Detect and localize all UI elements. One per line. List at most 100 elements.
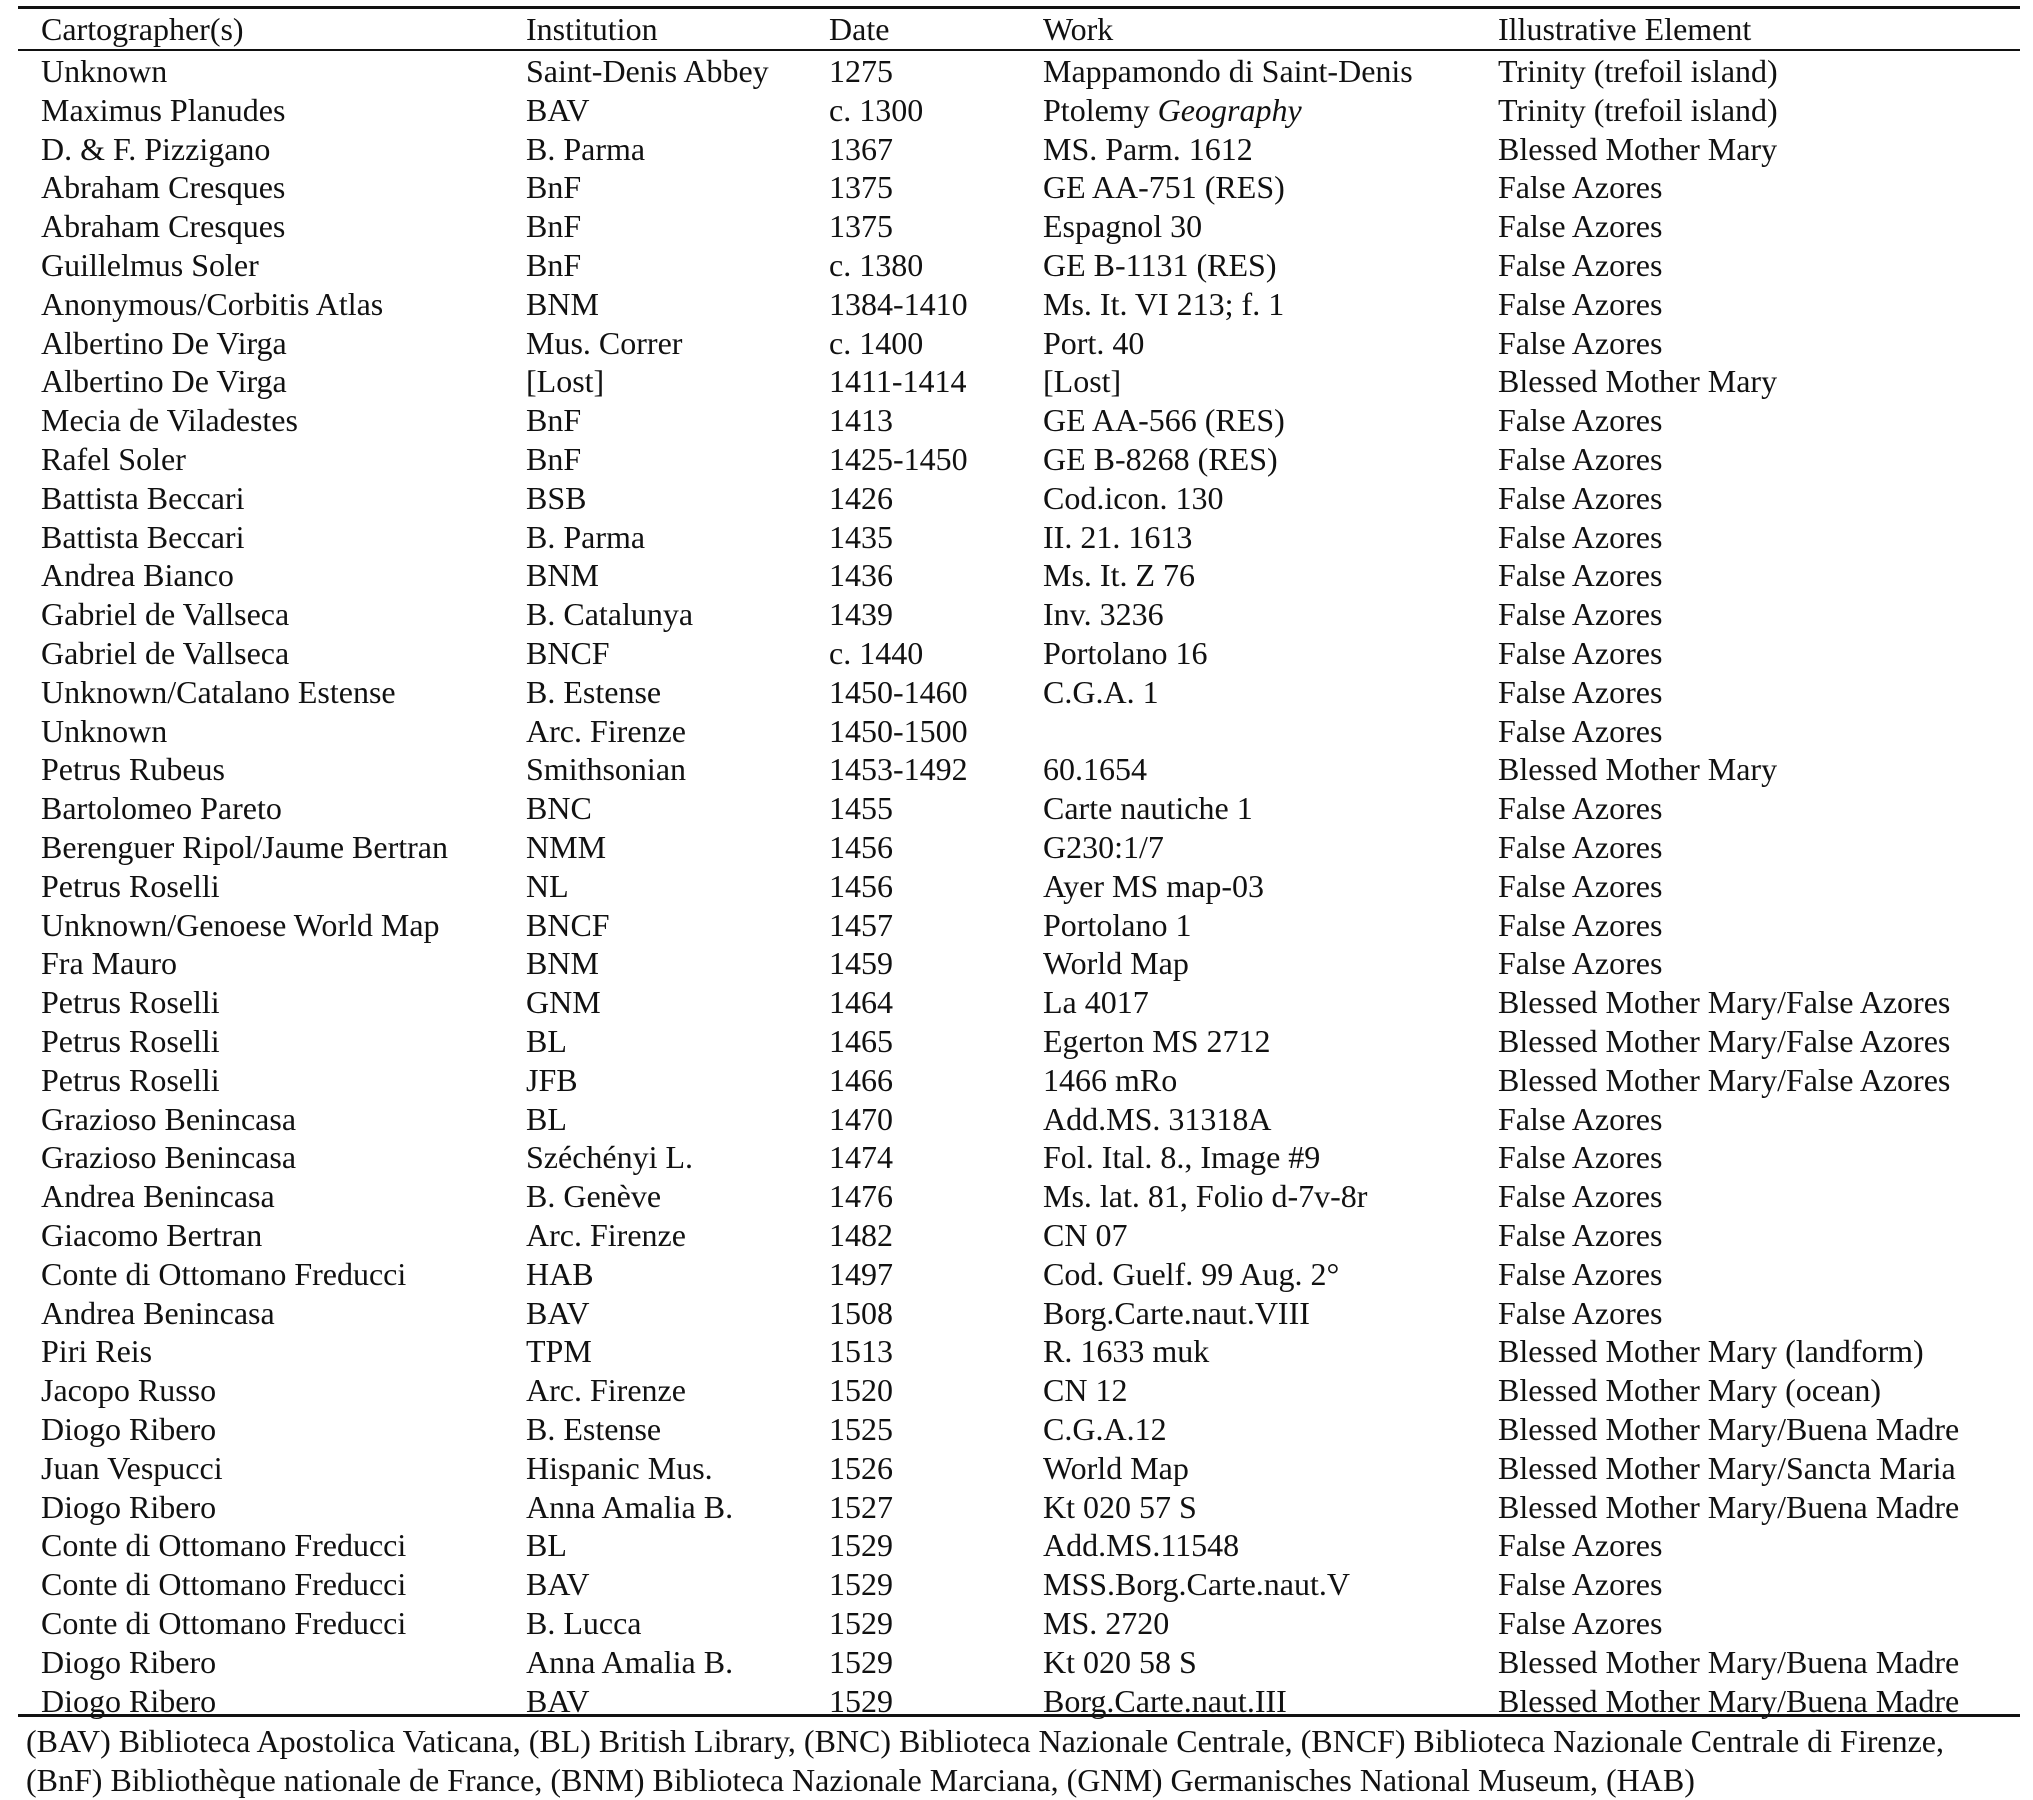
table-row: Conte di Ottomano Freducci BAV 1529 MSS.Bor…	[0, 1565, 2033, 1604]
cell-institution: BNM	[526, 945, 599, 982]
table-row: Diogo Ribero Anna Amalia B. 1527 Kt 020 57 …	[0, 1488, 2033, 1527]
cell-element: False Azores	[1498, 1255, 1663, 1292]
header-date: Date	[829, 11, 890, 47]
table-row: Petrus Rubeus Smithsonian 1453-1492 60.1654…	[0, 750, 2033, 789]
cell-cartographer: D. & F. Pizzigano	[41, 130, 271, 167]
table-row: Diogo Ribero Anna Amalia B. 1529 Kt 020 58 …	[0, 1643, 2033, 1682]
table-row: Petrus Roselli JFB 1466 1466 mRo Blessed Mot…	[0, 1061, 2033, 1100]
cell-cartographer: Andrea Benincasa	[41, 1178, 275, 1215]
cell-cartographer: Abraham Cresques	[41, 208, 286, 245]
table-row: Andrea Bianco BNM 1436 Ms. It. Z 76 False Az…	[0, 556, 2033, 595]
cell-date: 1375	[829, 208, 893, 245]
cell-work: Add.MS. 31318A	[1043, 1100, 1272, 1137]
cell-date: 1474	[829, 1139, 893, 1176]
cell-element: False Azores	[1498, 1527, 1663, 1564]
cell-date: 1426	[829, 479, 893, 516]
cell-date: 1529	[829, 1643, 893, 1680]
cell-element: False Azores	[1498, 635, 1663, 671]
cell-element: False Azores	[1498, 247, 1663, 283]
table-row: Petrus Roselli GNM 1464 La 4017 Blessed Moth…	[0, 983, 2033, 1022]
cell-cartographer: Grazioso Benincasa	[41, 1100, 297, 1137]
cell-work: C.G.A.12	[1043, 1411, 1167, 1447]
cell-cartographer: Petrus Roselli	[41, 1023, 220, 1059]
cell-date: 1482	[829, 1217, 893, 1253]
cell-date: 1529	[829, 1566, 893, 1603]
cell-element: False Azores	[1498, 402, 1663, 439]
cell-work: 1466 mRo	[1043, 1061, 1178, 1098]
cell-institution: BNM	[526, 285, 599, 322]
cell-work: CN 07	[1043, 1217, 1128, 1253]
cell-institution: BnF	[526, 402, 582, 439]
cell-institution: B. Catalunya	[526, 596, 694, 633]
cell-cartographer: Piri Reis	[41, 1333, 153, 1370]
cell-institution: B. Genève	[526, 1178, 662, 1215]
cell-element: False Azores	[1498, 1294, 1663, 1331]
cell-date: 1476	[829, 1178, 893, 1215]
cell-element: Blessed Mother Mary	[1498, 130, 1778, 167]
cell-institution: BNM	[526, 557, 599, 594]
cell-work: Ms. lat. 81, Folio d-7v-8r	[1043, 1178, 1368, 1215]
cell-element: Blessed Mother Mary/Buena Madre	[1498, 1682, 1960, 1719]
cell-work: 60.1654	[1043, 751, 1147, 788]
cell-work: R. 1633 muk	[1043, 1333, 1210, 1370]
cell-cartographer: Diogo Ribero	[41, 1643, 217, 1680]
cell-institution: BAV	[526, 91, 590, 128]
cell-element: Blessed Mother Mary/Buena Madre	[1498, 1488, 1960, 1525]
cell-element: False Azores	[1498, 673, 1663, 710]
cell-date: 1465	[829, 1023, 893, 1059]
cell-work: Inv. 3236	[1043, 596, 1164, 633]
cell-date: 1513	[829, 1333, 893, 1370]
table-row: Petrus Roselli BL 1465 Egerton MS 2712 Bless…	[0, 1022, 2033, 1061]
table-row: Conte di Ottomano Freducci HAB 1497 Cod. Gu…	[0, 1255, 2033, 1294]
cell-work: Ms. It. VI 213; f. 1	[1043, 285, 1285, 322]
cell-date: 1453-1492	[829, 751, 968, 788]
cell-institution: Arc. Firenze	[526, 1217, 686, 1253]
cell-element: False Azores	[1498, 790, 1663, 827]
cell-work: MSS.Borg.Carte.naut.V	[1043, 1566, 1350, 1603]
cell-cartographer: Mecia de Viladestes	[41, 402, 298, 439]
cell-element: False Azores	[1498, 1217, 1663, 1253]
cell-element: False Azores	[1498, 169, 1663, 206]
cell-cartographer: Petrus Roselli	[41, 1061, 220, 1098]
table-row: Petrus Roselli NL 1456 Ayer MS map-03 False …	[0, 867, 2033, 906]
cell-cartographer: Battista Beccari	[41, 518, 245, 555]
cell-date: 1497	[829, 1255, 893, 1292]
cell-date: 1529	[829, 1682, 893, 1719]
cell-institution: B. Estense	[526, 673, 662, 710]
cell-institution: BL	[526, 1023, 567, 1059]
cell-element: False Azores	[1498, 557, 1663, 594]
cell-cartographer: Battista Beccari	[41, 479, 245, 516]
cell-element: False Azores	[1498, 1605, 1663, 1641]
cell-institution: BnF	[526, 441, 582, 477]
cell-cartographer: Jacopo Russo	[41, 1372, 217, 1409]
cell-cartographer: Andrea Benincasa	[41, 1294, 275, 1331]
cell-element: False Azores	[1498, 479, 1663, 516]
cell-institution: Saint-Denis Abbey	[526, 53, 769, 89]
cell-cartographer: Anonymous/Corbitis Atlas	[41, 285, 384, 322]
table-row: Diogo Ribero B. Estense 1525 C.G.A.12 Blesse…	[0, 1410, 2033, 1449]
cell-date: 1439	[829, 596, 893, 633]
cell-cartographer: Unknown	[41, 712, 168, 749]
table-row: Maximus Planudes BAV c. 1300 Ptolemy Geogra…	[0, 91, 2033, 130]
table-row: Unknown/Catalano Estense B. Estense 1450-1…	[0, 673, 2033, 712]
cell-institution: Anna Amalia B.	[526, 1488, 734, 1525]
cell-element: False Azores	[1498, 208, 1663, 245]
cell-cartographer: Abraham Cresques	[41, 169, 286, 206]
cell-element: Blessed Mother Mary/Buena Madre	[1498, 1643, 1960, 1680]
cell-work: Portolano 1	[1043, 906, 1192, 943]
cell-date: 1413	[829, 402, 893, 439]
cell-cartographer: Diogo Ribero	[41, 1682, 217, 1719]
cell-work: II. 21. 1613	[1043, 518, 1193, 555]
cell-institution: B. Lucca	[526, 1605, 642, 1641]
cell-work: Portolano 16	[1043, 635, 1208, 671]
cell-element: False Azores	[1498, 945, 1663, 982]
cell-element: Blessed Mother Mary	[1498, 363, 1778, 400]
cell-cartographer: Giacomo Bertran	[41, 1217, 263, 1253]
cell-institution: B. Estense	[526, 1411, 662, 1447]
cell-work: C.G.A. 1	[1043, 673, 1159, 710]
cell-institution: NMM	[526, 829, 607, 865]
cell-cartographer: Bartolomeo Pareto	[41, 790, 282, 827]
cell-date: 1456	[829, 829, 893, 865]
cell-institution: Arc. Firenze	[526, 712, 686, 749]
cell-work: Kt 020 57 S	[1043, 1488, 1197, 1525]
